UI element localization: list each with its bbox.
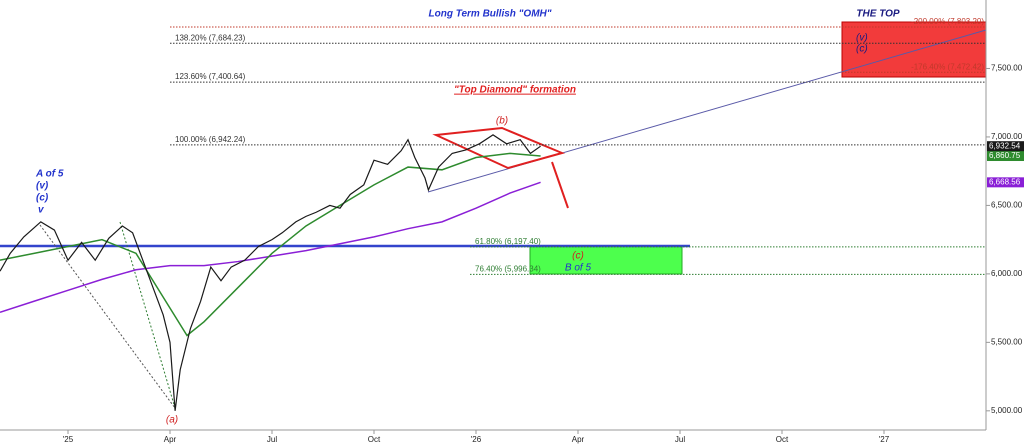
level-label: 76.40% (5,996.34) [475, 264, 541, 273]
annotation: (v) [36, 181, 49, 192]
x-tick-label: '25 [63, 435, 74, 444]
annotation: (c) [572, 251, 584, 262]
level-label: 138.20% (7,684.23) [175, 33, 246, 42]
last-value-label: 6,932.54 [989, 141, 1021, 150]
top-zone [841, 21, 987, 78]
diamond [432, 126, 566, 170]
last-value-box [987, 151, 1024, 162]
annotation: A of 5 [35, 169, 64, 180]
level-label: 123.60% (7,400.64) [175, 72, 246, 81]
x-tick-label: Jul [675, 435, 685, 444]
x-tick-label: '26 [471, 435, 482, 444]
plot [0, 134, 541, 411]
level-label: 61.80% (6,197.40) [475, 237, 541, 246]
last-value-box [987, 177, 1024, 188]
level-label: 100.00% (6,942.24) [175, 135, 246, 144]
target-zone [529, 245, 683, 275]
annotation: (c) [36, 193, 49, 204]
series-line [0, 181, 541, 313]
annotation: v [38, 205, 45, 216]
wave-line [39, 224, 176, 409]
annotation: "Top Diamond" formation [454, 85, 576, 96]
last-value-box [987, 141, 1024, 152]
annotation: (c) [856, 44, 868, 55]
last-value-label: 6,860.75 [989, 151, 1021, 160]
x-tick-label: Apr [164, 435, 177, 444]
y-tick-label: 7,000.00 [991, 132, 1023, 141]
level-label: -176.40% (7,472.42) [911, 62, 984, 71]
y-tick-label: 6,500.00 [991, 201, 1023, 210]
y-tick-label: 6,000.00 [991, 269, 1023, 278]
level-label: -200.00% (7,803.20) [911, 17, 984, 26]
x-tick-label: Jul [267, 435, 277, 444]
y-tick-label: 7,500.00 [991, 64, 1023, 73]
annotation: B of 5 [565, 263, 592, 274]
wave-line [119, 221, 176, 409]
x-tick-label: '27 [879, 435, 890, 444]
x-tick-label: Apr [572, 435, 585, 444]
x-tick-label: Oct [776, 435, 789, 444]
series-line [0, 134, 541, 411]
y-tick-label: 5,000.00 [991, 406, 1023, 415]
annotation: (a) [166, 415, 178, 426]
x-tick-label: Oct [368, 435, 381, 444]
last-value-label: 6,668.56 [989, 177, 1021, 186]
projection [551, 161, 569, 209]
series-line [0, 152, 541, 337]
annotation: Long Term Bullish "OMH" [429, 9, 552, 20]
annotation: THE TOP [856, 9, 899, 20]
annotation: (v) [856, 33, 868, 44]
y-tick-label: 5,500.00 [991, 337, 1023, 346]
annotation: (b) [496, 116, 508, 127]
